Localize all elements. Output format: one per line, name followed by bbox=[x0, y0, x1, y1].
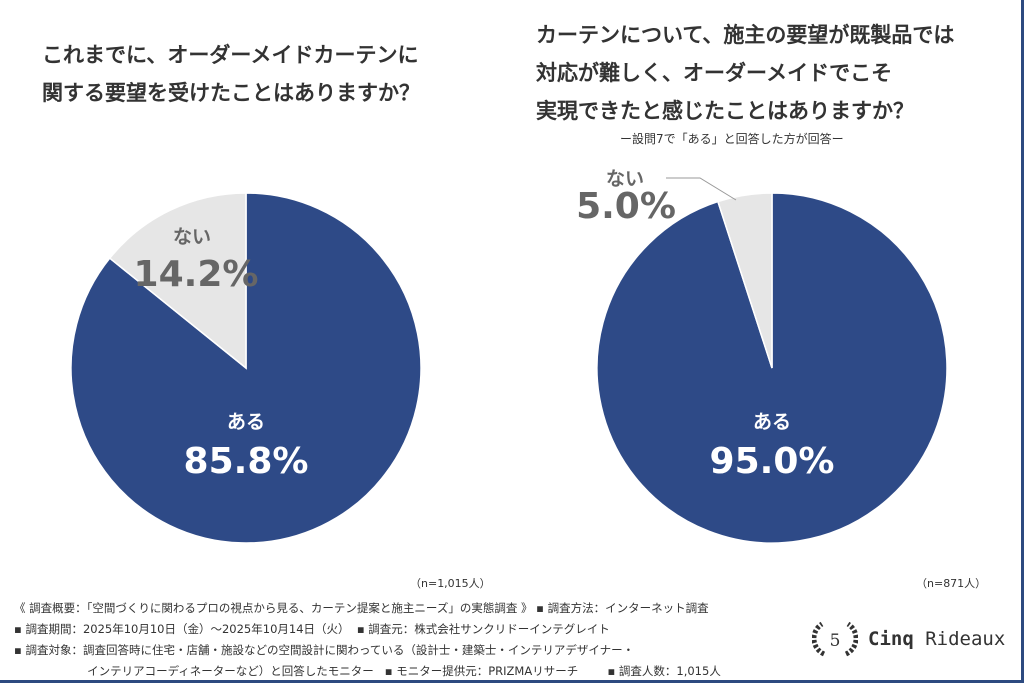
pie2-value-no: 5.0% bbox=[576, 186, 676, 227]
footer-line: 《 調査概要：「空間づくりに関わるプロの視点から見る、カーテン提案と施主ニーズ」… bbox=[14, 601, 709, 615]
pie1-slice-no bbox=[108, 192, 247, 370]
brand-logo: 5 Cinq Rideaux bbox=[812, 616, 1005, 662]
chart2-subtitle: ー設問7で「ある」と回答した方が回答ー bbox=[620, 132, 844, 146]
footer-line: インテリアコーディネーターなど）と回答したモニター ▪ モニター提供元：PRIZ… bbox=[14, 664, 721, 678]
title-line: 対応が難しく、オーダーメイドでこそ bbox=[536, 61, 893, 85]
pie2-label-no: ない bbox=[606, 168, 644, 190]
pie2-leader-line bbox=[666, 177, 737, 201]
brand-name: Cinq Rideaux bbox=[868, 628, 1005, 650]
pie1-label-yes: ある bbox=[227, 411, 265, 433]
title-line: 実現できたと感じたことはありますか？ bbox=[536, 99, 914, 123]
footer-line: ▪ 調査対象：調査回答時に住宅・店舗・施設などの空間設計に関わっている（設計士・… bbox=[14, 643, 635, 657]
pie2-slice-no bbox=[716, 192, 773, 369]
chart1-title: これまでに、オーダーメイドカーテンに 関する要望を受けたことはありますか？ bbox=[42, 36, 420, 112]
emblem-number: 5 bbox=[830, 631, 841, 651]
pie1-value-yes: 85.8% bbox=[184, 441, 309, 482]
pie1-label-no: ない bbox=[173, 226, 211, 248]
pie1-value-no: 14.2% bbox=[134, 254, 259, 295]
brand-name-rest: Rideaux bbox=[925, 628, 1006, 650]
survey-footer: 《 調査概要：「空間づくりに関わるプロの視点から見る、カーテン提案と施主ニーズ」… bbox=[14, 598, 721, 682]
laurel-emblem-icon: 5 bbox=[812, 621, 858, 657]
chart1-n: （n=1,015人） bbox=[410, 577, 491, 590]
pie2-label-yes: ある bbox=[753, 411, 791, 433]
title-line: カーテンについて、施主の要望が既製品では bbox=[536, 23, 955, 47]
pie2-value-yes: 95.0% bbox=[710, 441, 835, 482]
brand-name-bold: Cinq bbox=[868, 628, 914, 650]
chart2-title: カーテンについて、施主の要望が既製品では 対応が難しく、オーダーメイドでこそ 実現で… bbox=[536, 16, 954, 130]
title-line: これまでに、オーダーメイドカーテンに bbox=[42, 43, 419, 67]
footer-line: ▪ 調査期間：2025年10月10日（金）〜2025年10月14日（火） ▪ 調… bbox=[14, 622, 610, 636]
title-line: 関する要望を受けたことはありますか？ bbox=[42, 81, 420, 105]
chart2-n: （n=871人） bbox=[916, 577, 987, 590]
